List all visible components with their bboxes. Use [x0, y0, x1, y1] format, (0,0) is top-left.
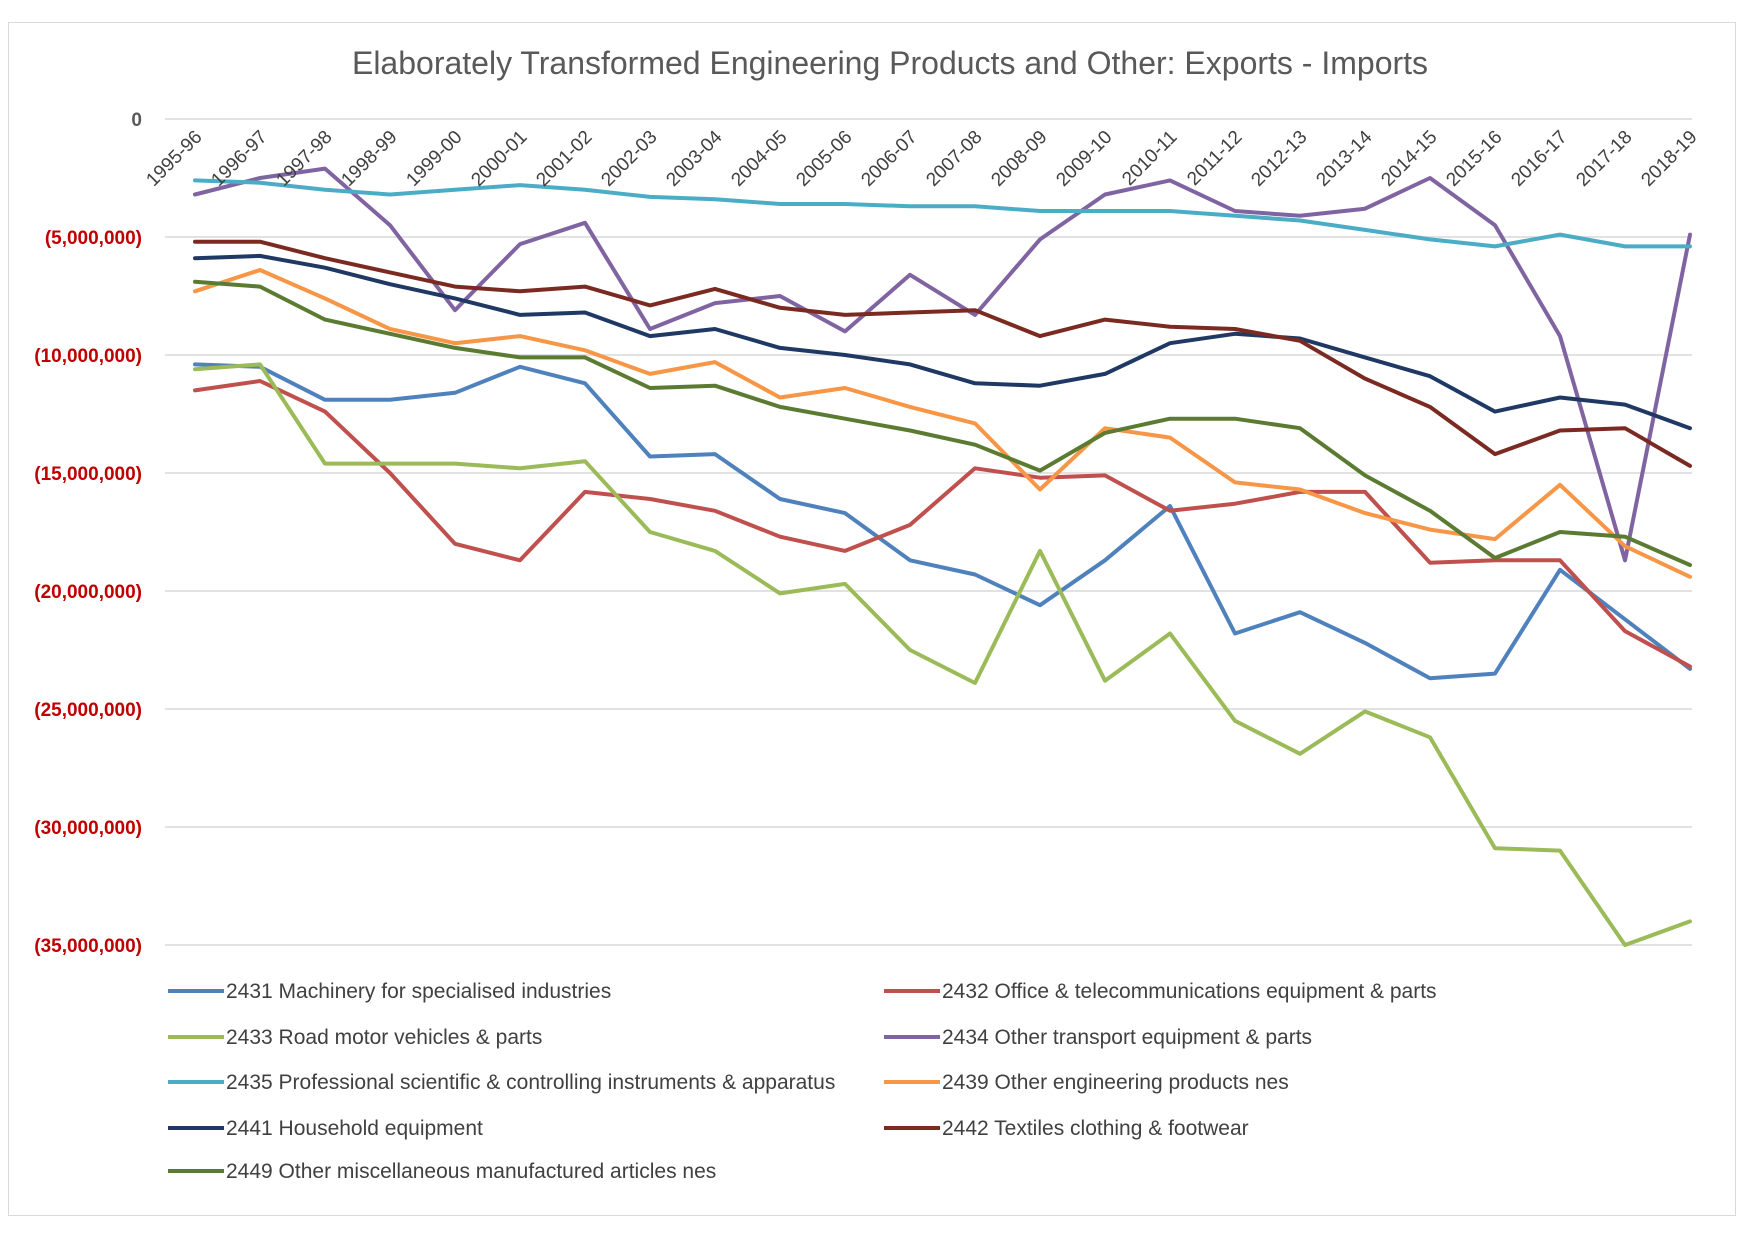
x-tick-label: 2002-03 — [597, 127, 661, 191]
legend-label: 2449 Other miscellaneous manufactured ar… — [226, 1160, 716, 1183]
chart-title: Elaborately Transformed Engineering Prod… — [352, 45, 1428, 81]
y-tick-label: (25,000,000) — [34, 700, 142, 721]
x-axis-tick-labels: 1995-96 1996-97 1997-98 1998-99 1999-00 2000-… — [142, 126, 1701, 190]
x-tick-label: 2017-18 — [1572, 127, 1636, 191]
legend-label: 2433 Road motor vehicles & parts — [226, 1026, 542, 1049]
series-line — [193, 253, 1692, 431]
x-tick-label: 2005-06 — [792, 127, 856, 191]
y-tick-label: (10,000,000) — [34, 346, 142, 367]
x-tick-label: 1998-99 — [337, 127, 401, 191]
x-tick-label: 2006-07 — [857, 127, 921, 191]
legend-label: 2442 Textiles clothing & footwear — [942, 1117, 1249, 1140]
series-line — [193, 268, 1692, 579]
y-tick-label: 0 — [131, 110, 142, 131]
x-tick-label: 2009-10 — [1052, 127, 1116, 191]
series-line — [193, 279, 1692, 567]
legend-label: 2439 Other engineering products nes — [942, 1071, 1289, 1094]
x-tick-label: 2004-05 — [727, 127, 791, 191]
x-tick-label: 2003-04 — [662, 126, 726, 190]
y-tick-label: (20,000,000) — [34, 582, 142, 603]
x-tick-label: 2018-19 — [1637, 127, 1701, 191]
series-line — [193, 178, 1692, 249]
x-tick-label: 2001-02 — [532, 127, 596, 191]
legend-label: 2435 Professional scientific & controlli… — [226, 1071, 835, 1094]
series-line — [193, 239, 1692, 468]
x-tick-label: 2015-16 — [1442, 127, 1506, 191]
series-line — [193, 362, 1692, 947]
gridlines — [165, 118, 1692, 946]
x-tick-label: 2007-08 — [922, 127, 986, 191]
y-tick-label: (30,000,000) — [34, 818, 142, 839]
chart-frame — [8, 22, 1736, 1216]
x-tick-label: 2000-01 — [467, 127, 531, 191]
y-tick-label: (15,000,000) — [34, 464, 142, 485]
legend: 2431 Machinery for specialised industrie… — [168, 980, 1437, 1183]
y-axis-tick-labels: 0 (5,000,000) (10,000,000) (15,000,000) (20,… — [34, 110, 142, 957]
legend-label: 2431 Machinery for specialised industrie… — [226, 980, 611, 1003]
x-tick-label: 1999-00 — [402, 127, 466, 191]
series-lines — [193, 166, 1692, 947]
x-tick-label: 1997-98 — [272, 127, 336, 191]
series-line — [193, 362, 1692, 681]
y-tick-label: (35,000,000) — [34, 936, 142, 957]
x-tick-label: 2011-12 — [1183, 127, 1246, 190]
legend-label: 2441 Household equipment — [226, 1117, 483, 1140]
legend-label: 2434 Other transport equipment & parts — [942, 1026, 1312, 1049]
x-tick-label: 2016-17 — [1507, 127, 1571, 191]
legend-label: 2432 Office & telecommunications equipme… — [942, 980, 1437, 1003]
x-tick-label: 2012-13 — [1247, 127, 1311, 191]
series-line — [193, 166, 1692, 563]
x-tick-label: 2008-09 — [987, 127, 1051, 191]
x-tick-label: 2013-14 — [1312, 126, 1376, 190]
y-tick-label: (5,000,000) — [45, 228, 142, 249]
series-line — [193, 379, 1692, 669]
